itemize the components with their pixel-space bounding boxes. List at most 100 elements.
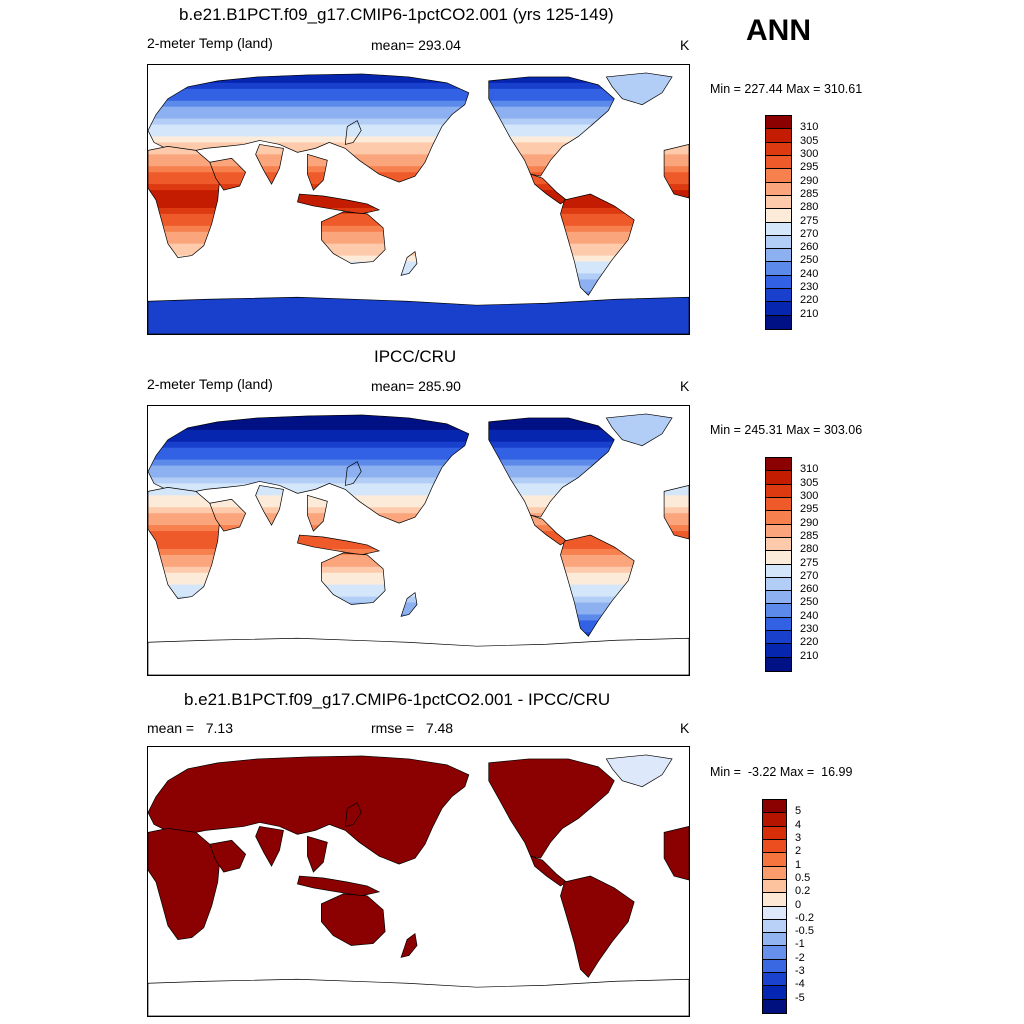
coastline-japan <box>344 802 362 827</box>
coastline-africa <box>148 487 221 599</box>
panel1-colorbar <box>765 115 792 330</box>
colorbar-swatch <box>766 142 791 156</box>
colorbar-tick-label: 2 <box>795 845 802 858</box>
colorbar-swatch <box>763 986 786 1000</box>
colorbar-swatch <box>763 999 786 1013</box>
colorbar-swatch <box>766 617 791 632</box>
season-label: ANN <box>746 14 811 47</box>
colorbar-tick-label: -5 <box>795 991 805 1004</box>
coastline-seasia <box>307 153 328 191</box>
coastline-australia <box>321 211 386 264</box>
colorbar-swatch <box>766 511 791 525</box>
colorbar-swatch <box>763 813 786 827</box>
coastline-newzealand <box>400 250 418 276</box>
colorbar-tick-label: -0.5 <box>795 925 814 938</box>
coastline-southamerica <box>560 534 635 637</box>
colorbar-tick-label: 280 <box>800 201 819 214</box>
colorbar-swatch <box>766 644 791 658</box>
coastline-arabia <box>209 498 247 532</box>
colorbar-tick-label: 295 <box>800 161 819 174</box>
coastline-antarctica <box>148 978 689 1016</box>
colorbar-swatch <box>763 973 786 987</box>
colorbar-swatch <box>766 497 791 512</box>
coastline-centralamerica <box>529 173 568 205</box>
colorbar-swatch <box>766 577 791 592</box>
coastline-southamerica <box>560 193 635 296</box>
colorbar-tick-label: 310 <box>800 463 819 476</box>
land-fill-australia <box>321 211 386 264</box>
coastline-westafricaedge <box>663 485 689 540</box>
colorbar-swatch <box>763 826 786 840</box>
coastline-india <box>255 826 284 867</box>
coastline-africa <box>148 146 221 258</box>
colorbar-swatch <box>766 209 791 223</box>
colorbar-swatch <box>766 657 791 671</box>
colorbar-tick-label: 270 <box>800 227 819 240</box>
coastline-eurasia <box>148 755 470 865</box>
colorbar-swatch <box>766 169 791 183</box>
colorbar-tick-label: 305 <box>800 476 819 489</box>
colorbar-swatch <box>766 302 791 316</box>
coastline-australia <box>321 893 386 946</box>
panel1-map <box>147 64 690 335</box>
colorbar-tick-label: 5 <box>795 805 802 818</box>
colorbar-swatch <box>766 537 791 552</box>
panel3-rmse-label: rmse = 7.48 <box>371 720 454 736</box>
coastline-antarctica <box>148 296 689 334</box>
colorbar-swatch <box>763 893 786 907</box>
panel2-mean-label: mean= 285.90 <box>371 378 461 394</box>
land-fill-greenland <box>606 413 673 446</box>
coastline-northamerica <box>488 417 615 518</box>
panel1-mean-label: mean= 293.04 <box>371 37 461 53</box>
land-fill-australia <box>321 893 386 946</box>
colorbar-tick-label: -1 <box>795 938 805 951</box>
colorbar-swatch <box>766 484 791 498</box>
panel3-mean-label: mean = 7.13 <box>147 720 234 736</box>
colorbar-swatch <box>763 853 786 867</box>
colorbar-tick-label: 310 <box>800 121 819 134</box>
land-fill-arabia <box>209 158 246 191</box>
coastline-centralamerica <box>529 514 568 546</box>
colorbar-tick-label: 250 <box>800 596 819 609</box>
coastline-seasia <box>307 835 328 873</box>
coastline-japan <box>344 461 362 486</box>
land-fill-africa <box>148 828 220 940</box>
colorbar-swatch <box>763 946 786 960</box>
coastline-japan <box>344 120 362 145</box>
colorbar-tick-label: 295 <box>800 503 819 516</box>
colorbar-swatch <box>766 155 791 170</box>
colorbar-swatch <box>766 315 791 329</box>
coastline-indonesia <box>297 534 381 556</box>
panel2-map <box>147 405 690 676</box>
colorbar-swatch <box>763 919 786 934</box>
panel2-colorbar <box>765 457 792 672</box>
coastline-africa <box>148 828 221 940</box>
colorbar-tick-label: 290 <box>800 516 819 529</box>
colorbar-tick-label: 240 <box>800 609 819 622</box>
colorbar-swatch <box>766 289 791 303</box>
colorbar-swatch <box>763 839 786 854</box>
colorbar-swatch <box>766 551 791 565</box>
panel3-minmax-label: Min = -3.22 Max = 16.99 <box>710 765 853 779</box>
colorbar-tick-label: 220 <box>800 636 819 649</box>
coastline-northamerica <box>488 758 615 859</box>
colorbar-swatch <box>766 524 791 538</box>
colorbar-tick-label: -0.2 <box>795 911 814 924</box>
panel3-title: b.e21.B1PCT.f09_g17.CMIP6-1pctCO2.001 - … <box>184 690 611 709</box>
colorbar-tick-label: 1 <box>795 858 802 871</box>
coastline-newzealand <box>400 932 418 958</box>
colorbar-tick-label: 275 <box>800 556 819 569</box>
coastline-northamerica <box>488 76 615 177</box>
colorbar-swatch <box>766 249 791 263</box>
colorbar-tick-label: -4 <box>795 978 805 991</box>
colorbar-tick-label: 240 <box>800 267 819 280</box>
colorbar-swatch <box>766 182 791 196</box>
colorbar-tick-label: 4 <box>795 818 802 831</box>
coastline-seasia <box>307 494 328 532</box>
panel1-units-label: K <box>680 37 690 53</box>
colorbar-tick-label: 0.5 <box>795 871 811 884</box>
colorbar-tick-label: 300 <box>800 489 819 502</box>
colorbar-swatch <box>766 129 791 143</box>
coastline-greenland <box>605 413 673 447</box>
colorbar-swatch <box>766 262 791 276</box>
